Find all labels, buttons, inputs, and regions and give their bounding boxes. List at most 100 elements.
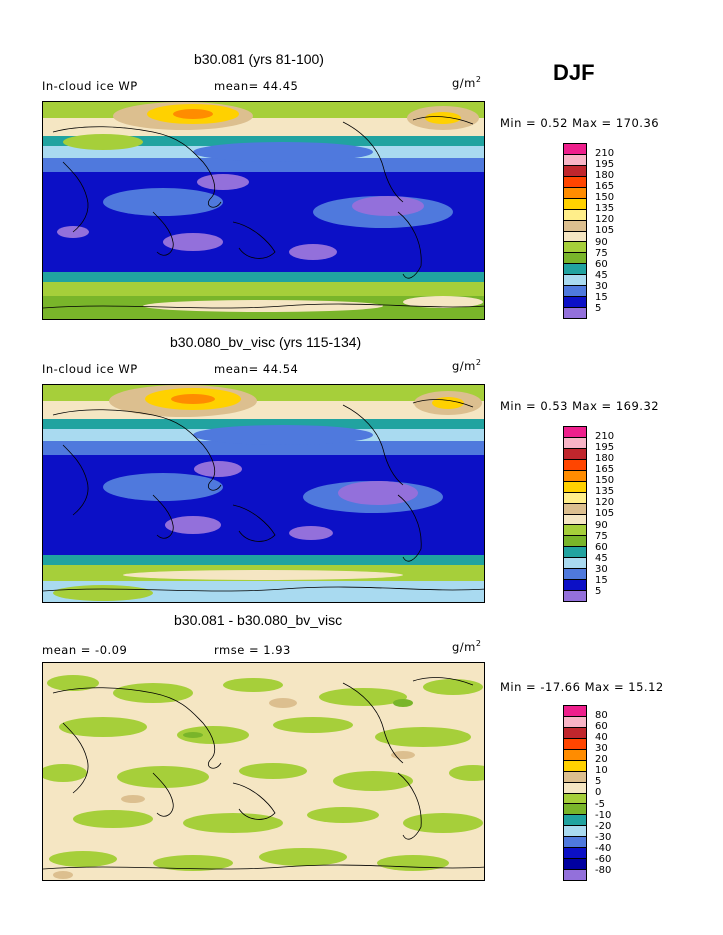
panel-2-level-label: 15 [595,574,608,586]
panel-3-level-label: -20 [595,820,612,832]
panel-3-title: b30.081 - b30.080_bv_visc [174,612,343,628]
panel-3-level-label: -60 [595,853,612,865]
panel-2-color-box [564,480,586,492]
panel-2-level-label: 120 [595,497,615,509]
panel-1-level-label: 180 [595,170,615,182]
panel-3-map-svg [43,663,484,880]
panel-1-mean: mean= 44.45 [214,79,299,93]
panel-1-level-label: 195 [595,159,615,171]
panel-1-level-label: 165 [595,181,615,193]
panel-3-level-label: 80 [595,710,608,721]
panel-3-units: g/m2 [452,639,482,654]
panel-2-level-label: 210 [595,431,615,442]
panel-3-level-label: 20 [595,754,608,766]
panel-1-level-label: 150 [595,192,615,204]
panel-3-level-label: -40 [595,842,612,854]
panel-3-color-box [564,814,586,826]
panel-1-color-box [564,144,586,154]
panel-1-level-label: 210 [595,148,615,159]
panel-2-level-label: 30 [595,563,608,575]
panel-3-color-box [564,847,586,859]
panel-3-color-box [564,792,586,804]
panel-2-level-label: 165 [595,464,615,476]
panel-2-level-label: 105 [595,508,615,520]
panel-2-color-box [564,535,586,547]
panel-1-level-label: 75 [595,247,608,259]
panel-1-level-label: 105 [595,225,615,237]
panel-1-color-box [564,197,586,209]
panel-2-color-box [564,427,586,437]
panel-3-color-box [564,737,586,749]
panel-1-level-label: 90 [595,236,608,248]
panel-1-level-label: 30 [595,280,608,292]
panel-1-level-label: 45 [595,269,608,281]
panel-2-color-box [564,491,586,503]
panel-1-color-box [564,263,586,275]
panel-3-level-label: 5 [595,776,602,788]
panel-2-level-label: 5 [595,585,602,597]
panel-3-level-label: 10 [595,765,608,777]
panel-1-map-svg [43,102,484,319]
panel-3-level-label: -10 [595,809,612,821]
panel-2-color-box [564,458,586,470]
panel-1-color-box [564,164,586,176]
panel-1-title: b30.081 (yrs 81-100) [194,51,324,67]
panel-3-color-box [564,858,586,870]
panel-1-color-box [564,296,586,308]
panel-2-level-label: 150 [595,475,615,487]
panel-1-color-box [564,175,586,187]
panel-3-rmse: rmse = 1.93 [214,643,291,657]
panel-1-colorbar-labels: 210 195 180 165 150 135 120 105 90 75 60… [595,148,614,314]
panel-2-level-label: 60 [595,541,608,553]
panel-2-color-box [564,469,586,481]
panel-2-color-box [564,436,586,448]
panel-3-color-box [564,825,586,837]
panel-2-level-label: 45 [595,552,608,564]
panel-2-units: g/m2 [452,358,482,373]
panel-1-color-box [564,252,586,264]
panel-3-level-label: -30 [595,831,612,843]
panel-2-color-box [564,513,586,525]
panel-2-color-box [564,568,586,580]
panel-3-mean: mean = -0.09 [42,643,128,657]
panel-3-map [42,662,485,881]
panel-2-level-label: 135 [595,486,615,498]
panel-3-color-box [564,869,586,880]
panel-2-level-label: 75 [595,530,608,542]
panel-1-minmax: Min = 0.52 Max = 170.36 [500,116,660,130]
panel-1-map [42,101,485,320]
panel-2-minmax: Min = 0.53 Max = 169.32 [500,399,660,413]
panel-2-colorbar-labels: 210 195 180 165 150 135 120 105 90 75 60… [595,431,614,597]
panel-1-color-box [564,186,586,198]
panel-1-color-box [564,285,586,297]
panel-3-color-box [564,770,586,782]
panel-3-color-box [564,706,586,716]
panel-2-level-label: 90 [595,519,608,531]
panel-3-level-label: 60 [595,721,608,733]
panel-1-units: g/m2 [452,75,482,90]
panel-2-mean: mean= 44.54 [214,362,299,376]
panel-2-color-box [564,447,586,459]
panel-2-color-box [564,579,586,591]
panel-3-level-label: 0 [595,787,602,799]
panel-2-map-svg [43,385,484,602]
panel-2-color-box [564,502,586,514]
panel-3-minmax: Min = -17.66 Max = 15.12 [500,680,664,694]
panel-2-color-box [564,546,586,558]
panel-3-color-box [564,759,586,771]
panel-3-level-label: -5 [595,798,605,810]
panel-1-level-label: 60 [595,258,608,270]
panel-3-colorbar-labels: 80 60 40 30 20 10 5 0 -5 -10 -20 -30 -40… [595,710,611,876]
panel-1-color-box [564,274,586,286]
panel-2-level-label: 195 [595,442,615,454]
panel-3-color-box [564,836,586,848]
panel-3-color-box [564,748,586,760]
panel-2-color-box [564,524,586,536]
panel-1-level-label: 135 [595,203,615,215]
panel-1-color-box [564,241,586,253]
panel-3-level-label: 40 [595,732,608,744]
panel-1-color-box [564,153,586,165]
panel-1-color-box [564,208,586,220]
panel-2-map [42,384,485,603]
season-label: DJF [553,60,595,85]
